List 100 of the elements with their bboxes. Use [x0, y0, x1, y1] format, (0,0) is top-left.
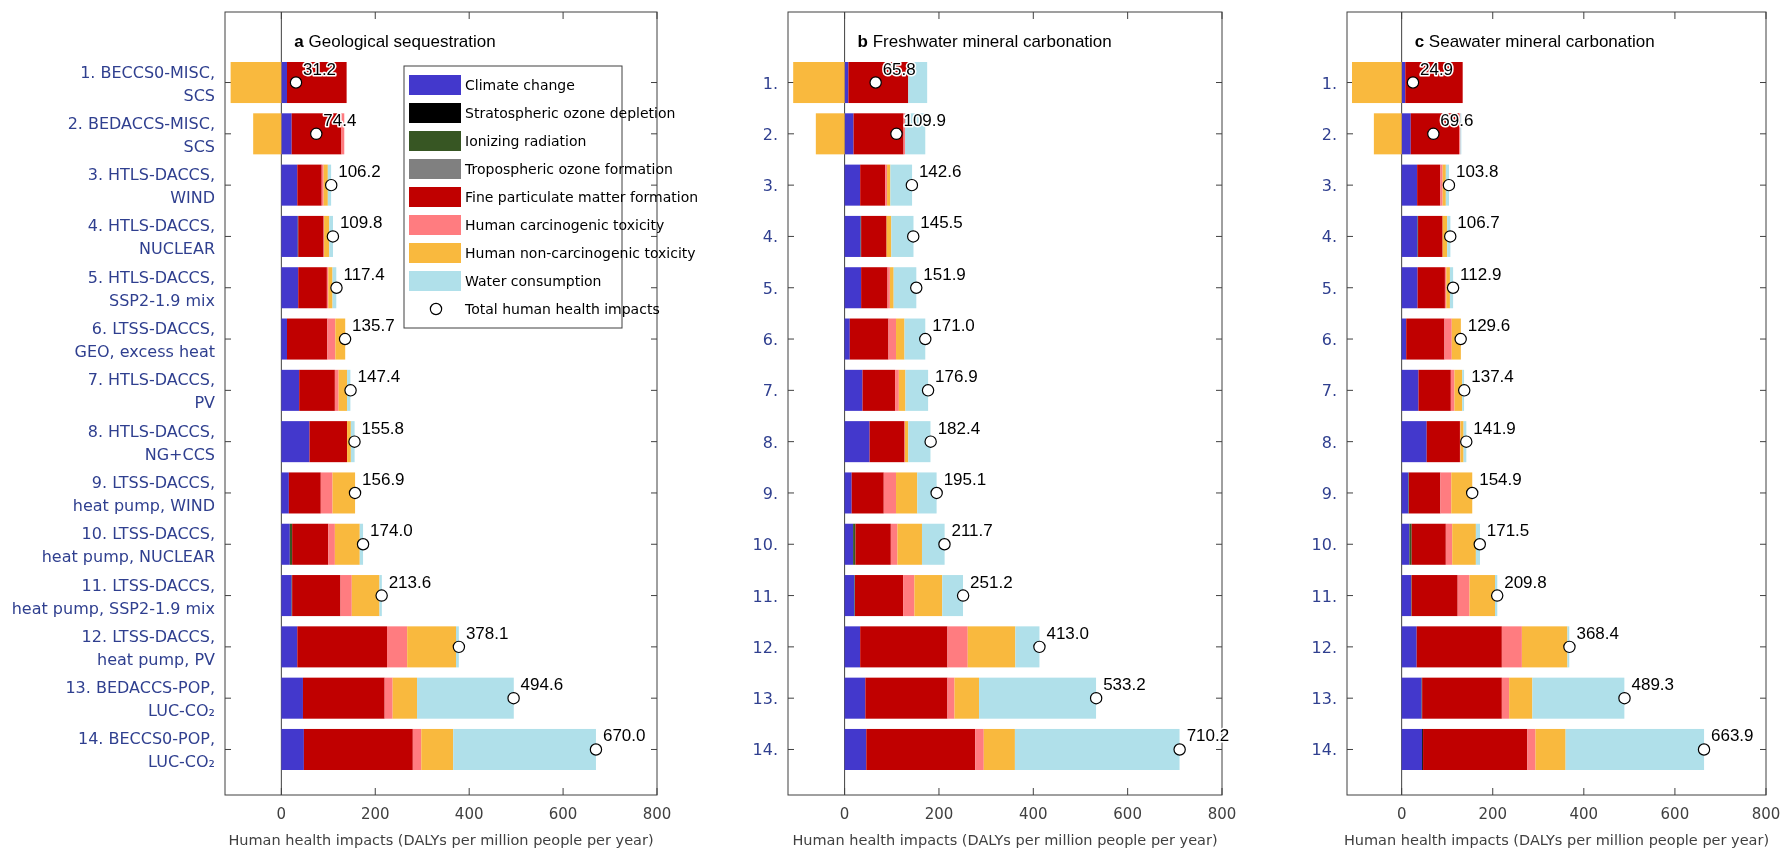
y-tick-label: 6. LTSS-DACCS, GEO, excess heat [74, 319, 215, 362]
data-label: 103.8 [1455, 162, 1499, 182]
x-axis-title: Human health impacts (DALYs per million people per year) [228, 832, 654, 848]
y-tick-label: 4. [762, 227, 778, 247]
data-label: 155.8 [361, 418, 405, 438]
legend-label: Ionizing radiation [465, 133, 587, 149]
y-tick-label: 3. HTLS-DACCS, WIND [87, 165, 215, 208]
x-axis-title: Human health impacts (DALYs per million people per year) [1343, 832, 1770, 848]
data-label: 663.9 [1711, 726, 1754, 746]
data-label: 24.9 [1419, 59, 1454, 79]
y-tick-label: 3. [1321, 176, 1337, 196]
data-label: 413.0 [1046, 623, 1089, 643]
y-tick-label: 14. [752, 740, 778, 760]
legend-label: Water consumption [465, 273, 602, 289]
y-tick-label: 14. [1311, 740, 1337, 760]
data-label: 112.9 [1460, 264, 1502, 284]
y-tick-label: 5. [1321, 278, 1337, 298]
y-tick-label: 3. [762, 176, 778, 196]
data-label: 141.9 [1473, 418, 1516, 438]
y-tick-label: 13. [1311, 689, 1337, 709]
data-label: 156.9 [362, 469, 405, 489]
legend-label: Climate change [465, 77, 575, 93]
data-label: 489.3 [1631, 675, 1675, 695]
x-tick-label: 200 [924, 805, 954, 823]
y-tick-label: 1. [762, 73, 778, 93]
data-label: 211.7 [951, 521, 993, 541]
y-tick-label: 13. BEDACCS-POP, LUC-CO₂ [65, 678, 215, 721]
y-tick-label: 7. HTLS-DACCS, PV [87, 370, 216, 413]
y-tick-label: 10. [752, 535, 778, 555]
y-tick-label: 11. LTSS-DACCS, heat pump, SSP2-1.9 mix [11, 575, 215, 618]
legend-label: Stratospheric ozone depletion [465, 105, 676, 121]
data-label: 137.4 [1471, 367, 1514, 387]
y-tick-label: 14. BECCS0-POP, LUC-CO₂ [77, 729, 215, 772]
data-label: 176.9 [935, 367, 978, 387]
y-tick-label: 11. [1311, 586, 1337, 606]
data-label: 129.6 [1467, 316, 1511, 336]
x-tick-label: 600 [1660, 805, 1690, 823]
data-label: 171.0 [932, 316, 975, 336]
y-tick-label: 12. LTSS-DACCS, heat pump, PV [81, 626, 216, 669]
y-tick-label: 2. [1321, 124, 1337, 144]
data-label: 106.2 [338, 162, 381, 182]
y-tick-label: 7. [762, 381, 778, 401]
data-label: 494.6 [520, 675, 564, 695]
data-label: 147.4 [357, 367, 401, 387]
y-tick-label: 9. LTSS-DACCS, heat pump, WIND [72, 472, 215, 515]
x-tick-label: 200 [360, 805, 390, 823]
legend-label: Human carcinogenic toxicity [465, 217, 665, 233]
y-tick-label: 1. [1321, 73, 1337, 93]
x-tick-label: 600 [1113, 805, 1142, 823]
text: b Freshwater mineral carbonation [857, 32, 1112, 51]
data-label: 209.8 [1504, 572, 1547, 592]
legend-label: Fine particulate matter formation [465, 189, 699, 205]
text: c Seawater mineral carbonation [1414, 32, 1655, 51]
data-label: 378.1 [465, 623, 509, 643]
legend-label: Total human health impacts [464, 301, 660, 317]
x-tick-label: 600 [548, 805, 578, 823]
y-tick-label: 12. [1311, 637, 1337, 657]
y-tick-label: 8. HTLS-DACCS, NG+CCS [87, 421, 215, 464]
data-label: 109.8 [339, 213, 383, 233]
y-tick-label: 6. [762, 330, 778, 350]
x-tick-label: 400 [1569, 805, 1599, 823]
x-tick-label: 0 [839, 805, 850, 823]
data-label: 145.5 [920, 213, 963, 233]
x-tick-label: 800 [642, 805, 672, 823]
data-label: 31.2 [303, 59, 337, 79]
data-label: 670.0 [602, 726, 646, 746]
y-tick-label: 4. HTLS-DACCS, NUCLEAR [87, 216, 215, 259]
y-tick-label: 5. HTLS-DACCS, SSP2-1.9 mix [87, 267, 215, 310]
data-label: 142.6 [918, 162, 962, 182]
y-tick-label: 11. [752, 586, 778, 606]
data-label: 182.4 [937, 418, 981, 438]
text: a Geological sequestration [294, 32, 496, 51]
x-axis-title: Human health impacts (DALYs per million people per year) [792, 832, 1218, 848]
data-label: 154.9 [1479, 469, 1522, 489]
data-label: 171.5 [1486, 521, 1530, 541]
y-tick-label: 13. [752, 689, 778, 709]
data-label: 533.2 [1103, 675, 1146, 695]
x-tick-label: 800 [1207, 805, 1237, 823]
y-tick-label: 8. [1321, 432, 1337, 452]
x-tick-label: 400 [454, 805, 484, 823]
y-tick-label: 10. [1311, 535, 1337, 555]
y-tick-label: 10. LTSS-DACCS, heat pump, NUCLEAR [41, 524, 215, 567]
data-label: 151.9 [923, 264, 966, 284]
legend-label: Human non-carcinogenic toxicity [465, 245, 696, 261]
y-tick-label: 4. [1321, 227, 1337, 247]
data-label: 174.0 [370, 521, 413, 541]
y-tick-label: 6. [1321, 330, 1337, 350]
x-tick-label: 0 [1396, 805, 1407, 823]
y-tick-label: 8. [762, 432, 778, 452]
data-label: 117.4 [343, 264, 385, 284]
y-tick-label: 1. BECCS0-MISC, SCS [80, 62, 215, 105]
y-tick-label: 9. [762, 483, 778, 503]
x-tick-label: 400 [1018, 805, 1048, 823]
data-label: 710.2 [1186, 726, 1230, 746]
y-tick-label: 5. [762, 278, 778, 298]
x-tick-label: 200 [1478, 805, 1508, 823]
data-label: 135.7 [352, 316, 395, 336]
y-tick-label: 2. BEDACCS-MISC, SCS [67, 113, 215, 156]
data-label: 213.6 [388, 572, 432, 592]
data-label: 109.9 [903, 110, 946, 130]
